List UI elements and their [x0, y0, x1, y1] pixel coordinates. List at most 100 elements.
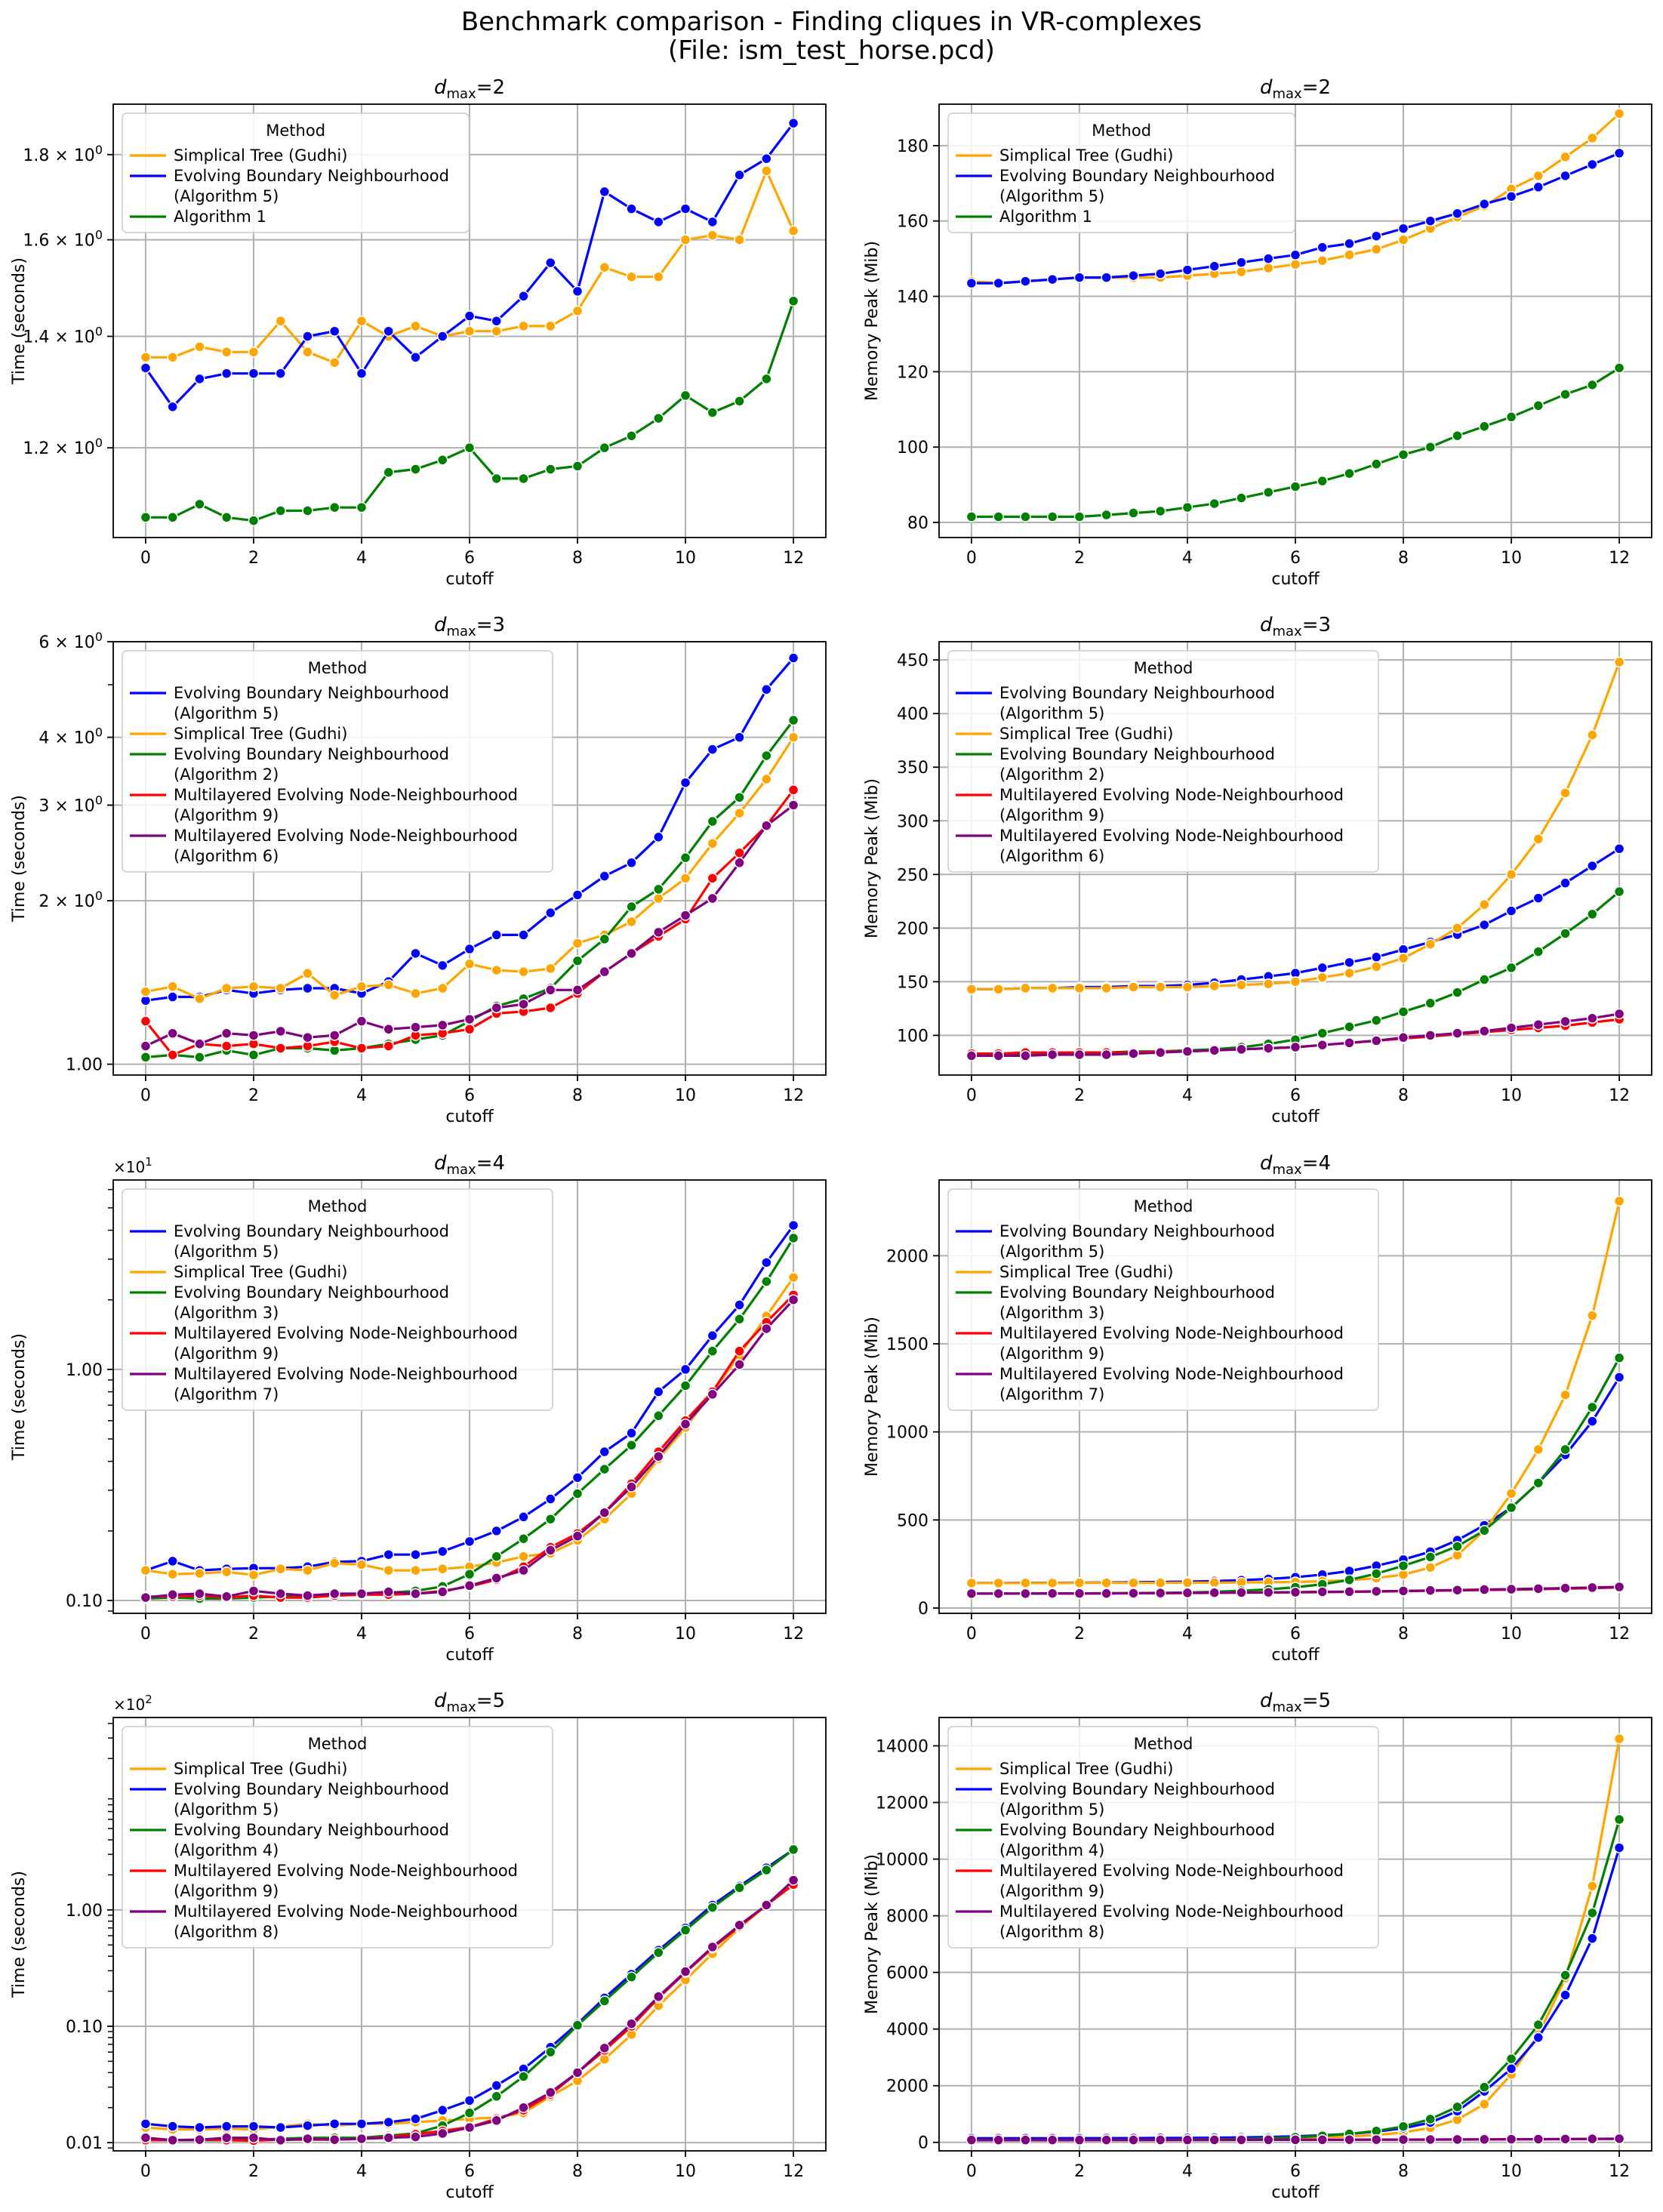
- data-point: [545, 1545, 556, 1556]
- x-tick-label: 10: [675, 1086, 696, 1105]
- data-point: [1479, 1525, 1490, 1536]
- x-tick-label: 2: [248, 2162, 259, 2181]
- data-point: [734, 1882, 745, 1893]
- legend-label: (Algorithm 4): [174, 1841, 279, 1859]
- data-point: [463, 2095, 476, 2106]
- x-tick-label: 6: [464, 1086, 475, 1105]
- data-point: [1505, 962, 1517, 974]
- data-point: [1397, 2133, 1409, 2146]
- data-point: [436, 1563, 448, 1575]
- y-tick-label: 0.01: [66, 2134, 103, 2153]
- data-point: [1479, 898, 1490, 910]
- x-tick-label: 12: [1609, 2162, 1630, 2181]
- data-point: [626, 430, 637, 442]
- x-tick-label: 0: [966, 1086, 977, 1105]
- data-point: [167, 2121, 178, 2132]
- y-tick-label: 4000: [886, 2021, 929, 2040]
- y-tick-label: 2000: [886, 2078, 929, 2096]
- data-point: [679, 852, 691, 864]
- data-point: [1532, 181, 1544, 193]
- data-point: [1289, 2134, 1301, 2146]
- data-point: [1181, 981, 1193, 993]
- data-point: [734, 791, 745, 803]
- data-point: [491, 1002, 503, 1014]
- legend-label: Evolving Boundary Neighbourhood: [174, 684, 449, 702]
- data-point: [194, 1588, 205, 1600]
- data-point: [1209, 260, 1220, 272]
- data-point: [653, 1450, 664, 1462]
- x-tick-label: 10: [675, 549, 696, 568]
- data-point: [463, 442, 476, 454]
- data-point: [787, 1232, 799, 1244]
- data-point: [734, 1345, 745, 1357]
- x-tick-label: 4: [1182, 1625, 1193, 1644]
- data-point: [1587, 1907, 1598, 1919]
- data-point: [410, 1021, 421, 1033]
- data-point: [1587, 1582, 1598, 1594]
- data-point: [463, 1013, 476, 1025]
- data-point: [545, 907, 556, 919]
- data-point: [1046, 1588, 1058, 1599]
- data-point: [275, 505, 286, 516]
- legend-label: (Algorithm 7): [174, 1385, 279, 1403]
- data-point: [1020, 982, 1031, 994]
- data-point: [1397, 1006, 1409, 1018]
- legend-label: Multilayered Evolving Node-Neighbourhood: [999, 1902, 1344, 1921]
- data-point: [1209, 980, 1220, 992]
- data-point: [1424, 215, 1437, 226]
- data-point: [1344, 1586, 1355, 1597]
- data-point: [993, 511, 1004, 522]
- data-point: [1181, 1046, 1193, 1057]
- data-point: [140, 1040, 152, 1052]
- legend-label: Algorithm 1: [174, 208, 266, 226]
- legend-label: (Algorithm 5): [174, 704, 279, 722]
- data-point: [220, 347, 233, 358]
- data-point: [275, 1588, 286, 1600]
- x-tick-label: 6: [1290, 1086, 1301, 1105]
- figure-title: Benchmark comparison - Finding cliques i…: [0, 8, 1663, 65]
- data-point: [463, 325, 476, 337]
- data-point: [1532, 1018, 1544, 1031]
- data-point: [1344, 467, 1355, 479]
- data-point: [1262, 262, 1274, 274]
- data-point: [248, 347, 260, 358]
- data-point: [1424, 441, 1437, 453]
- data-point: [463, 310, 476, 322]
- y-tick-label: 1.2 × 100: [23, 436, 103, 458]
- data-point: [734, 732, 745, 743]
- data-point: [707, 216, 719, 228]
- data-point: [993, 1050, 1004, 1061]
- legend-label: Evolving Boundary Neighbourhood: [174, 1222, 449, 1240]
- data-point: [1128, 1577, 1139, 1588]
- data-point: [1371, 1015, 1382, 1026]
- data-point: [436, 2127, 448, 2140]
- x-tick-label: 4: [356, 2162, 367, 2181]
- x-axis-label: cutoff: [445, 570, 494, 589]
- y-tick-label: 1000: [886, 1424, 929, 1443]
- y-tick-label: 160: [897, 213, 929, 232]
- x-tick-label: 2: [1074, 1086, 1085, 1105]
- data-point: [653, 271, 664, 282]
- data-point: [220, 2121, 233, 2132]
- data-point: [1344, 1574, 1355, 1585]
- panel-title: dmax=3: [1260, 614, 1331, 639]
- data-point: [599, 1507, 611, 1518]
- data-point: [383, 1564, 394, 1576]
- x-tick-label: 2: [1074, 2162, 1085, 2181]
- y-tick-label: 1.8 × 100: [23, 143, 103, 165]
- data-point: [1371, 243, 1382, 255]
- data-point: [1046, 2134, 1058, 2146]
- data-point: [1397, 952, 1409, 964]
- y-tick-label: 1.00: [66, 1902, 103, 1921]
- data-point: [436, 960, 448, 972]
- data-point: [679, 1363, 691, 1376]
- data-point: [1154, 268, 1166, 279]
- data-point: [761, 152, 772, 165]
- data-point: [626, 916, 637, 928]
- data-point: [140, 2132, 152, 2143]
- y-axis-label: Time (seconds): [10, 1333, 29, 1461]
- data-point: [993, 1577, 1004, 1589]
- data-point: [410, 1548, 421, 1560]
- chart-panel-2: 0 2 4 6 8 10 12 80 100 120 140 160 180 dmax=2 cutoff Me…: [863, 76, 1652, 589]
- x-tick-label: 2: [248, 549, 259, 568]
